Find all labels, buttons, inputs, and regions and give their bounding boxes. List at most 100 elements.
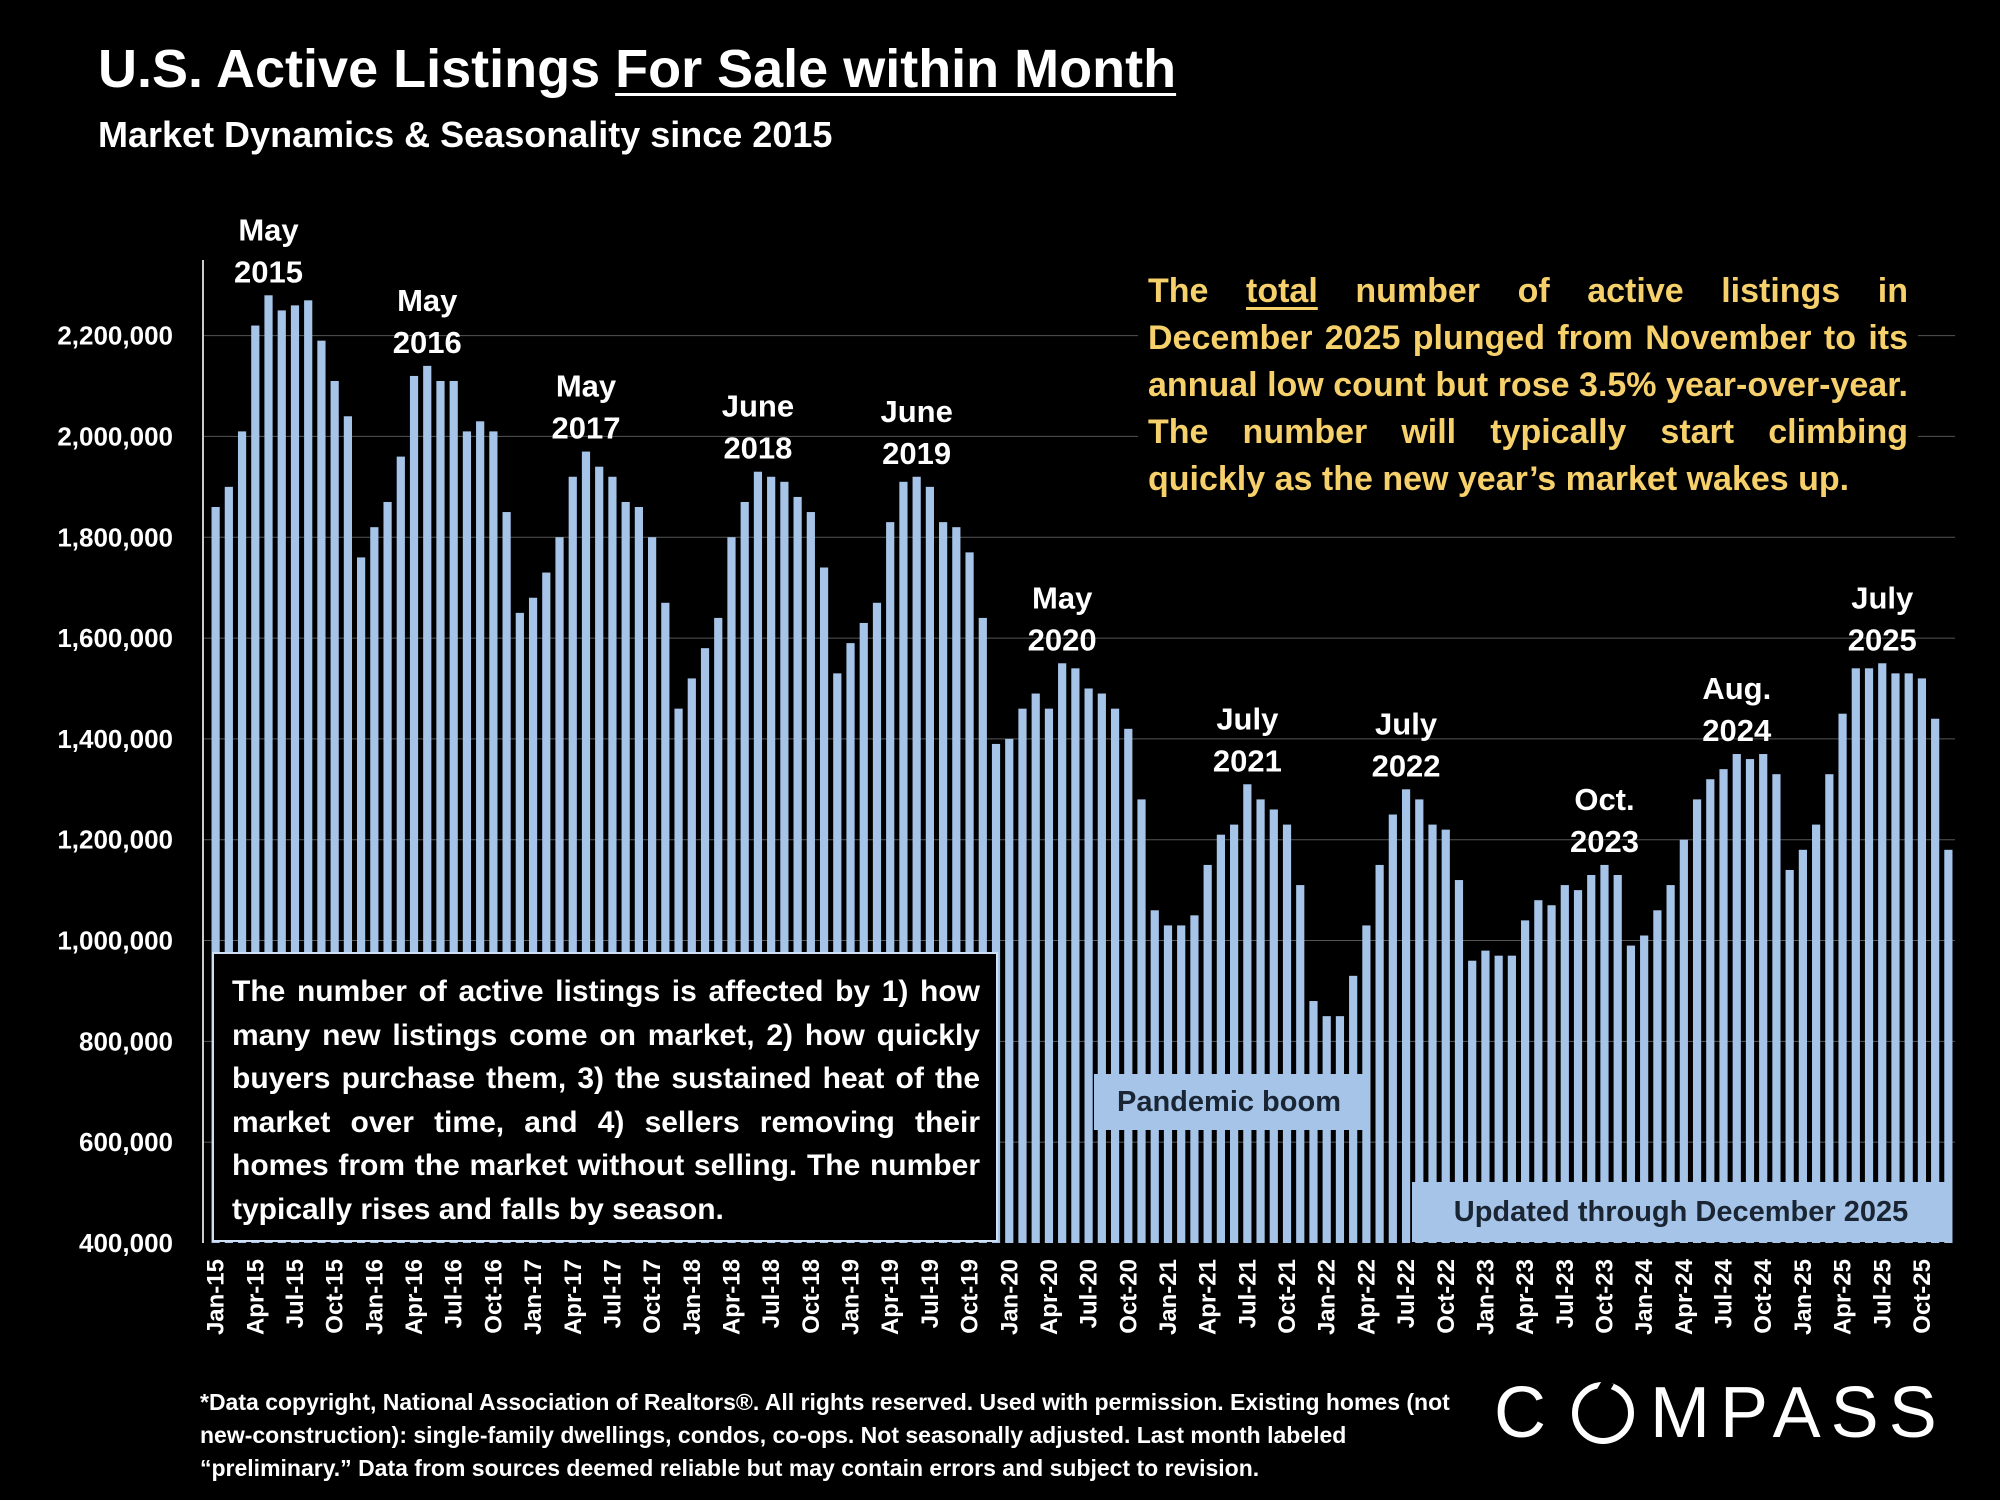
- bar: [1745, 759, 1755, 1243]
- bar: [621, 501, 630, 1243]
- x-tick-label: Apr-21: [1195, 1259, 1222, 1335]
- title-part-2: For Sale within Month: [615, 39, 1177, 99]
- bar: [978, 617, 987, 1243]
- bar: [1243, 784, 1252, 1243]
- updated-through-label: Updated through December 2025: [1412, 1182, 1950, 1242]
- bar: [1891, 673, 1900, 1243]
- bar: [1666, 885, 1675, 1243]
- bar: [528, 597, 538, 1243]
- bar: [793, 496, 802, 1243]
- bar: [1878, 663, 1887, 1243]
- x-tick-label: Apr-25: [1830, 1259, 1857, 1335]
- x-tick-label: Oct-22: [1433, 1259, 1460, 1334]
- peak-label-month: Aug.: [1702, 671, 1771, 706]
- bar: [251, 325, 260, 1243]
- bar: [1600, 864, 1609, 1243]
- y-tick-label: 2,000,000: [57, 421, 173, 451]
- bar: [1560, 885, 1569, 1243]
- peak-label-year: 2015: [234, 254, 303, 289]
- bar: [330, 380, 339, 1243]
- bar: [1931, 718, 1940, 1243]
- x-tick-label: Oct-24: [1750, 1258, 1777, 1333]
- logo-letters-mpass: MPASS: [1650, 1373, 1947, 1453]
- bar: [370, 527, 379, 1243]
- bar: [555, 537, 564, 1243]
- x-tick-label: Jul-17: [599, 1259, 626, 1328]
- bar: [211, 507, 220, 1243]
- factors-note: The number of active listings is affecte…: [212, 952, 998, 1242]
- bar: [1521, 920, 1530, 1243]
- bar: [1785, 869, 1794, 1243]
- bar: [939, 522, 948, 1243]
- bar: [1388, 814, 1397, 1243]
- bar: [1838, 713, 1847, 1243]
- x-tick-label: Apr-23: [1512, 1259, 1539, 1335]
- x-tick-label: Jan-25: [1790, 1259, 1817, 1335]
- peak-labels: May 2015 May 2016 May 2017 June 2018 June 2019 May…: [234, 212, 1917, 859]
- bar: [1507, 955, 1516, 1243]
- bar: [1454, 880, 1464, 1243]
- peak-label-year: 2025: [1848, 622, 1917, 657]
- x-tick-label: Jan-24: [1631, 1258, 1658, 1335]
- x-tick-label: Oct-23: [1591, 1259, 1618, 1334]
- peak-label-month: May: [238, 212, 299, 247]
- peak-label-year: 2016: [393, 325, 462, 360]
- bar: [1640, 935, 1649, 1243]
- bar: [1626, 945, 1636, 1243]
- bar: [1415, 799, 1424, 1243]
- x-tick-label: Jan-16: [361, 1259, 388, 1335]
- bar: [1005, 738, 1014, 1243]
- y-tick-label: 1,600,000: [57, 623, 173, 653]
- bar: [1481, 950, 1490, 1243]
- bar: [1904, 673, 1913, 1243]
- x-tick-label: Apr-18: [718, 1259, 745, 1335]
- y-tick-label: 1,800,000: [57, 522, 173, 552]
- x-tick-label: Jan-20: [996, 1259, 1023, 1335]
- bar: [1203, 864, 1212, 1243]
- x-tick-label: Jul-24: [1711, 1258, 1738, 1328]
- y-tick-label: 1,400,000: [57, 724, 173, 754]
- bar: [780, 481, 789, 1243]
- x-tick-label: Apr-19: [877, 1259, 904, 1335]
- bar: [634, 507, 643, 1243]
- insight-callout: The total number of active listings in D…: [1138, 268, 1918, 511]
- x-tick-label: Apr-20: [1036, 1259, 1063, 1335]
- bar: [1441, 829, 1450, 1243]
- peak-label-month: June: [722, 389, 794, 424]
- peak-label-month: May: [397, 283, 458, 318]
- y-tick-label: 2,200,000: [57, 321, 173, 351]
- peak-label-month: Oct.: [1574, 782, 1634, 817]
- x-tick-label: Oct-18: [798, 1259, 825, 1334]
- x-tick-label: Apr-15: [242, 1259, 269, 1335]
- bar: [1097, 693, 1106, 1243]
- x-tick-label: Jul-21: [1234, 1259, 1261, 1328]
- bar: [1864, 668, 1874, 1243]
- bar: [290, 305, 300, 1243]
- x-tick-label: Jul-22: [1393, 1259, 1420, 1328]
- bar: [515, 612, 524, 1243]
- x-tick-label: Oct-21: [1274, 1259, 1301, 1334]
- y-tick-label: 400,000: [79, 1228, 173, 1258]
- x-tick-label: Jan-18: [679, 1259, 706, 1335]
- bar: [1547, 905, 1556, 1243]
- bar: [1468, 960, 1477, 1243]
- x-tick-label: Oct-15: [322, 1259, 349, 1334]
- bar: [846, 643, 855, 1243]
- x-tick-label: Jan-17: [520, 1259, 547, 1335]
- peak-label-month: July: [1216, 701, 1279, 736]
- page-subtitle: Market Dynamics & Seasonality since 2015: [98, 114, 833, 155]
- page-title: U.S. Active Listings For Sale within Mon…: [98, 38, 1176, 100]
- bar: [965, 552, 974, 1243]
- peak-label-year: 2022: [1372, 748, 1441, 783]
- bar: [1573, 890, 1583, 1243]
- y-tick-label: 800,000: [79, 1026, 173, 1056]
- bar: [608, 476, 617, 1243]
- bar: [1851, 668, 1860, 1243]
- bar: [1428, 824, 1437, 1243]
- bar: [396, 456, 405, 1244]
- bar: [1375, 864, 1384, 1243]
- x-tick-label: Oct-17: [639, 1259, 666, 1334]
- bar: [1812, 824, 1821, 1243]
- bar: [502, 512, 511, 1243]
- peak-label-year: 2021: [1213, 743, 1282, 778]
